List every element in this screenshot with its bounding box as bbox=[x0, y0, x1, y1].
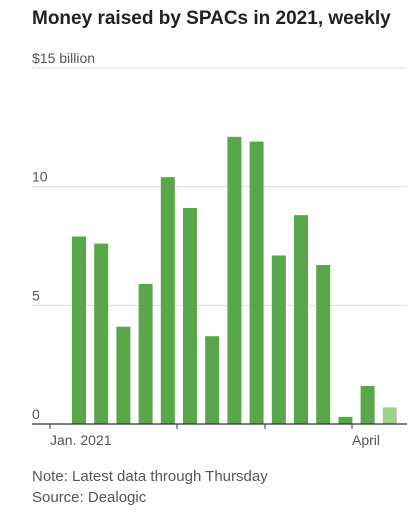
chart-note: Note: Latest data through Thursday bbox=[32, 468, 268, 485]
bar bbox=[72, 236, 86, 424]
x-tick-label: April bbox=[352, 432, 380, 448]
bar bbox=[382, 407, 397, 424]
x-axis-labels: Jan. 2021 April bbox=[50, 432, 380, 448]
bar bbox=[249, 141, 264, 424]
bar bbox=[94, 243, 109, 424]
bar bbox=[205, 336, 220, 424]
y-tick-label: 10 bbox=[32, 169, 48, 185]
chart-title: Money raised by SPACs in 2021, weekly bbox=[32, 8, 391, 29]
bar bbox=[360, 386, 375, 424]
gridlines bbox=[32, 67, 407, 306]
chart-source: Source: Dealogic bbox=[32, 489, 147, 506]
x-tick-label: Jan. 2021 bbox=[50, 432, 112, 448]
bar bbox=[227, 136, 242, 424]
bar bbox=[116, 326, 131, 424]
bar bbox=[294, 215, 308, 424]
y-tick-label: 5 bbox=[32, 287, 40, 303]
bar bbox=[183, 208, 197, 424]
y-tick-label: 0 bbox=[32, 406, 40, 422]
bar bbox=[271, 255, 286, 424]
y-tick-label: $15 billion bbox=[32, 50, 95, 66]
bar bbox=[316, 264, 331, 424]
y-axis-labels: $15 billion 10 5 0 bbox=[32, 50, 95, 422]
bar bbox=[138, 283, 153, 424]
bars bbox=[72, 136, 397, 424]
footnotes: Note: Latest data through Thursday Sourc… bbox=[32, 466, 268, 508]
x-axis bbox=[32, 423, 407, 429]
bar bbox=[160, 177, 175, 424]
bar bbox=[338, 416, 353, 424]
